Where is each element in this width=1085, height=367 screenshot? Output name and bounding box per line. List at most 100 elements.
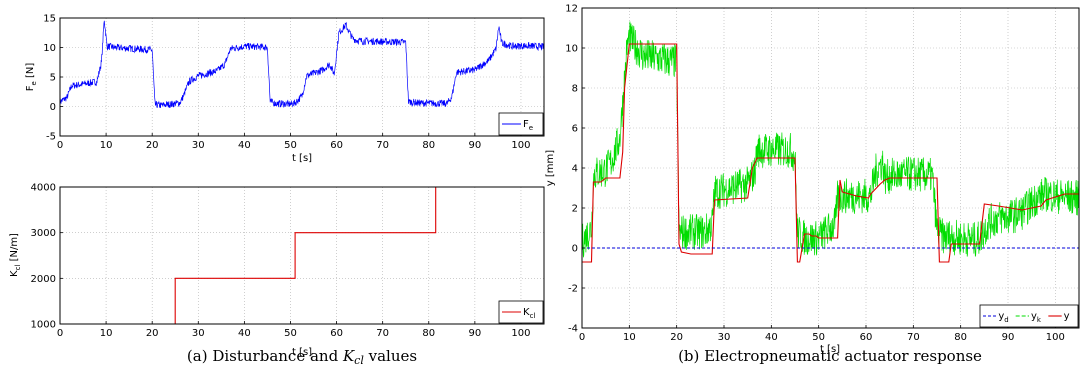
x-tick-label: 30 <box>192 140 205 151</box>
kcl-x-axis-label: t [s] <box>292 347 312 358</box>
x-tick-label: 10 <box>100 140 113 151</box>
x-tick-label: 90 <box>468 328 481 339</box>
x-tick-label: 90 <box>1002 332 1015 343</box>
x-tick-label: 70 <box>907 332 920 343</box>
x-tick-label: 40 <box>238 140 251 151</box>
legend-label-sub: k <box>1037 316 1042 324</box>
legend-label-main: y <box>998 311 1004 322</box>
fe-series-group <box>60 20 544 109</box>
legend-label: Kcl <box>523 307 535 320</box>
y-tick-label: 0 <box>50 102 56 113</box>
x-tick-label: 50 <box>284 140 297 151</box>
legend-label: yk <box>1031 311 1042 324</box>
caption-left: (a) Disturbance and Kcl values <box>187 347 417 367</box>
y-tick-label: -5 <box>46 132 56 143</box>
x-tick-label: 0 <box>57 140 63 151</box>
x-tick-label: 100 <box>1046 332 1065 343</box>
x-tick-label: 10 <box>623 332 636 343</box>
caption-left-math-sub: cl <box>354 354 364 367</box>
fe-y-axis-label-sub: e <box>30 81 38 85</box>
y-tick-label: 10 <box>43 43 56 54</box>
legend-label-sub: cl <box>530 312 536 320</box>
x-tick-label: 80 <box>954 332 967 343</box>
caption-left-math: K <box>342 347 355 365</box>
fe-y-axis-label: Fe [N] <box>25 63 38 92</box>
resp-y-axis-label: y [mm] <box>545 150 556 186</box>
resp-series-group <box>582 21 1079 263</box>
y-tick-label: 4 <box>572 164 578 175</box>
fe-y-axis-label-main: F <box>25 85 36 91</box>
x-tick-label: 0 <box>579 332 585 343</box>
x-tick-label: 90 <box>468 140 481 151</box>
fe-legend: Fe <box>498 112 544 136</box>
x-tick-label: 70 <box>376 328 389 339</box>
legend-label: y <box>1064 311 1070 322</box>
x-tick-label: 50 <box>284 328 297 339</box>
x-tick-label: 60 <box>860 332 873 343</box>
y-tick-label: 10 <box>565 44 578 55</box>
x-tick-label: 100 <box>511 328 530 339</box>
series-yk-line <box>582 21 1079 258</box>
kcl-y-axis-label-unit: [N/m] <box>9 233 20 265</box>
y-tick-label: 12 <box>565 4 578 15</box>
resp-x-axis-label: t [s] <box>820 344 840 355</box>
y-tick-label: 3000 <box>31 228 56 239</box>
resp-ticks: 0 10 20 30 40 50 60 70 80 90 100 -4 -2 0 2 4 6 8 10 12 <box>565 4 1065 344</box>
y-tick-label: 2 <box>572 204 578 215</box>
caption-left-suffix: values <box>364 347 417 365</box>
x-tick-label: 0 <box>57 328 63 339</box>
resp-legend: yd yk y <box>979 304 1079 328</box>
fe-x-axis-label: t [s] <box>292 153 312 164</box>
legend-label: Fe <box>523 119 533 132</box>
x-tick-label: 50 <box>812 332 825 343</box>
y-tick-label: 5 <box>50 73 56 84</box>
kcl-y-axis-label: Kcl [N/m] <box>9 233 22 277</box>
y-tick-label: 4000 <box>31 183 56 194</box>
x-tick-label: 100 <box>511 140 530 151</box>
x-tick-label: 60 <box>330 328 343 339</box>
series-Kcl-line <box>60 187 544 324</box>
x-tick-label: 20 <box>670 332 683 343</box>
x-tick-label: 80 <box>422 140 435 151</box>
stiffness-chart: 0 10 20 30 40 50 60 70 80 90 100 1000 2000 3000 4000 t… <box>9 183 545 358</box>
y-tick-label: 2000 <box>31 274 56 285</box>
series-Fe-line <box>60 20 544 109</box>
kcl-legend: Kcl <box>498 300 544 324</box>
kcl-plot-frame <box>59 186 545 325</box>
kcl-plot-area <box>60 187 544 324</box>
x-tick-label: 30 <box>192 328 205 339</box>
y-tick-label: 6 <box>572 124 578 135</box>
kcl-y-axis-label-sub: cl <box>14 265 22 271</box>
x-tick-label: 10 <box>100 328 113 339</box>
actuator-response-chart: 0 10 20 30 40 50 60 70 80 90 100 -4 -2 0 2 4 6 8 10 12 t [s… <box>545 4 1080 355</box>
y-tick-label: 15 <box>43 14 56 25</box>
legend-label-main: F <box>523 119 529 130</box>
x-tick-label: 70 <box>376 140 389 151</box>
kcl-ticks: 0 10 20 30 40 50 60 70 80 90 100 1000 2000 3000 4000 <box>31 183 531 340</box>
x-tick-label: 40 <box>765 332 778 343</box>
y-tick-label: -4 <box>568 324 578 335</box>
x-tick-label: 30 <box>718 332 731 343</box>
x-tick-label: 80 <box>422 328 435 339</box>
series-y-line <box>582 43 1079 263</box>
legend-label-main: y <box>1031 311 1037 322</box>
caption-left-prefix: (a) Disturbance and <box>187 347 343 365</box>
y-tick-label: 0 <box>572 244 578 255</box>
x-tick-label: 40 <box>238 328 251 339</box>
fe-y-axis-label-unit: [N] <box>25 63 36 82</box>
fe-plot-area <box>60 18 544 136</box>
kcl-y-axis-label-main: K <box>9 270 20 277</box>
kcl-series-group <box>60 187 544 324</box>
y-tick-label: 1000 <box>31 320 56 331</box>
legend-label: yd <box>998 311 1008 324</box>
x-tick-label: 20 <box>146 328 159 339</box>
x-tick-label: 20 <box>146 140 159 151</box>
x-tick-label: 60 <box>330 140 343 151</box>
legend-label-main: y <box>1064 311 1070 322</box>
legend-label-main: K <box>523 307 530 318</box>
caption-right: (b) Electropneumatic actuator response <box>678 347 982 365</box>
resp-plot-area <box>582 8 1079 328</box>
